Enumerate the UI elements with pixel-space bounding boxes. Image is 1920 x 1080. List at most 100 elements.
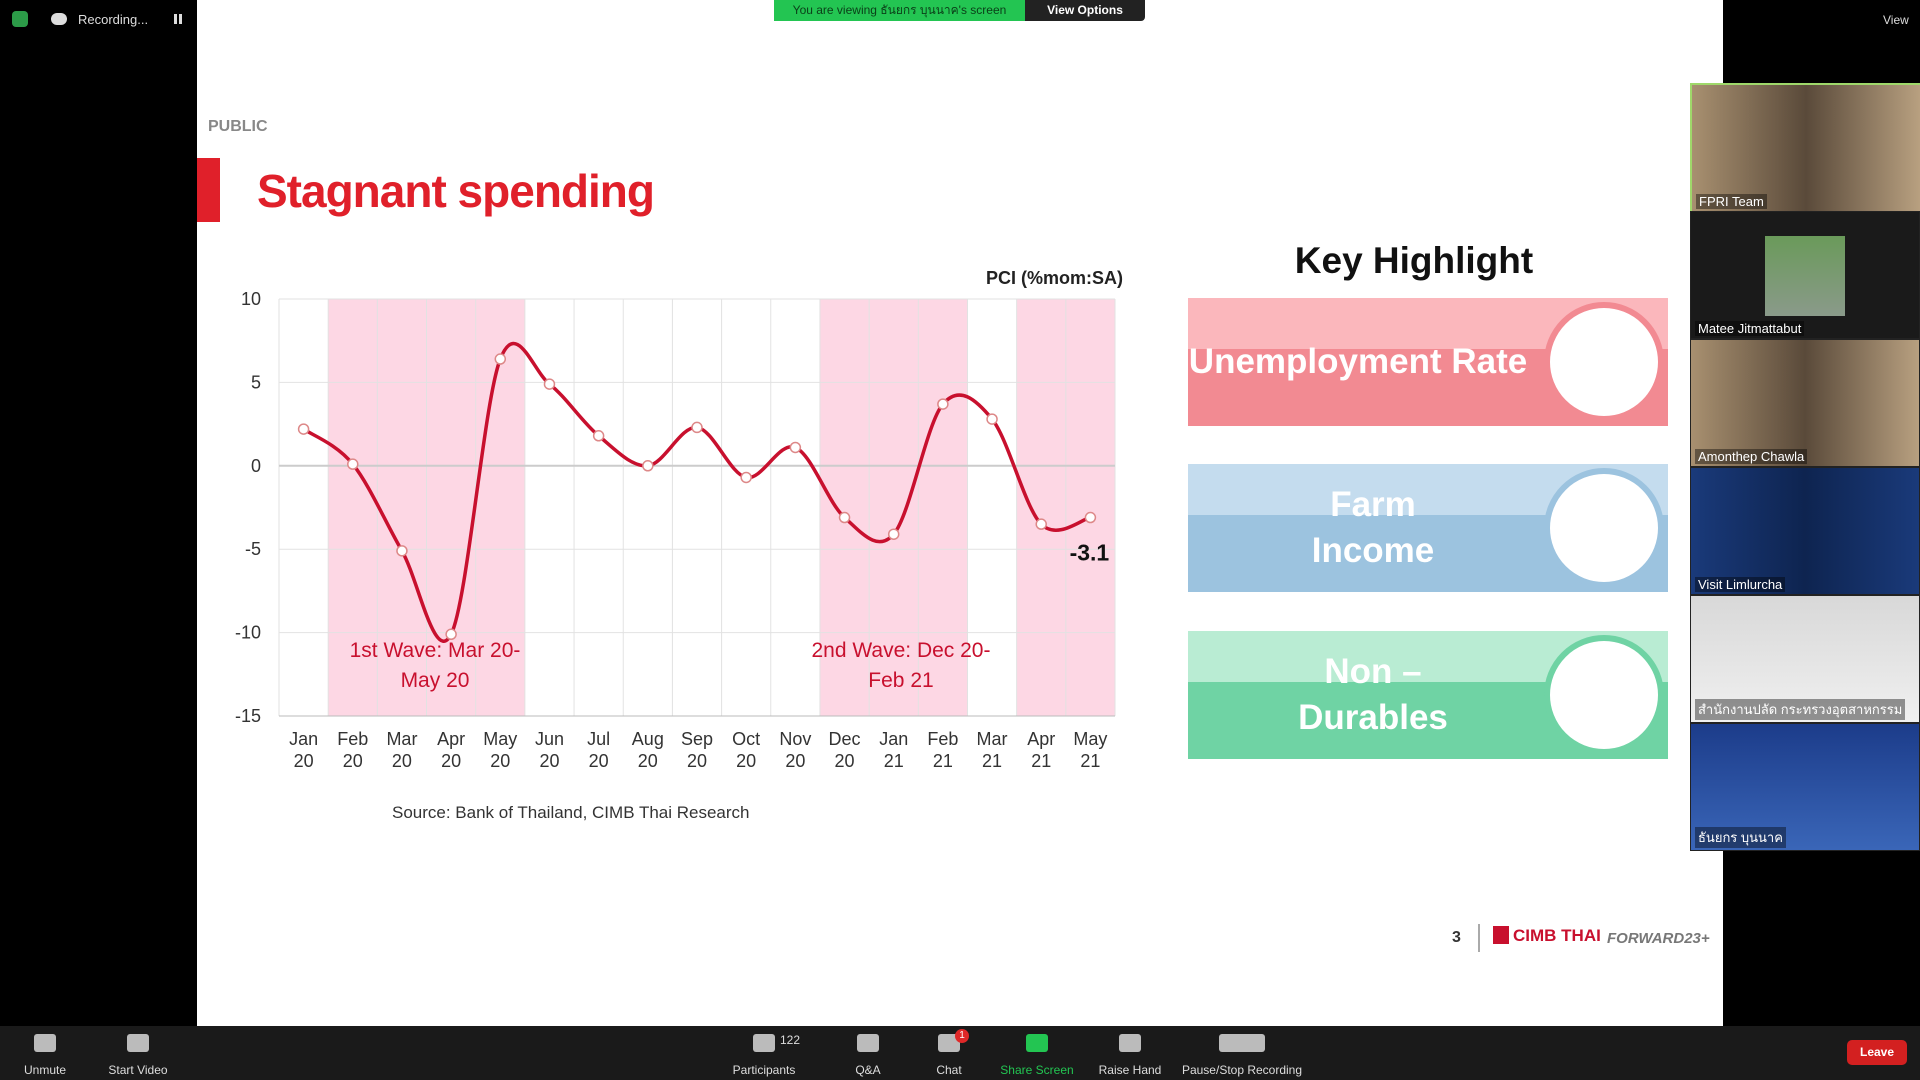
data-point: [1084, 511, 1097, 524]
participants-icon: [753, 1034, 775, 1052]
data-point: [937, 398, 949, 410]
highlight-text: Non – Durables: [1298, 652, 1448, 737]
x-tick-label: Aug 20: [631, 729, 664, 771]
highlight-card: Farm Income: [1188, 464, 1668, 592]
x-tick-label: Nov 20: [779, 729, 812, 771]
recording-status: Recording...: [78, 12, 149, 27]
data-point: [1035, 518, 1047, 530]
x-tick-label: Sep 20: [680, 729, 714, 771]
y-axis-label: PCI (%mom:SA): [985, 268, 1123, 288]
participant-name: FPRI Team: [1696, 194, 1767, 209]
video-tile[interactable]: Visit Limlurcha: [1690, 467, 1920, 595]
toolbar-label: Share Screen: [1000, 1063, 1074, 1077]
participant-name: Matee Jitmattabut: [1695, 321, 1805, 336]
data-point: [445, 628, 457, 641]
data-point: [494, 353, 507, 365]
qa-icon: [857, 1034, 879, 1052]
toolbar-label: Q&A: [855, 1063, 881, 1077]
toolbar-label: Pause/Stop Recording: [1181, 1063, 1303, 1077]
campaign-logo: FORWARD23+: [1607, 930, 1710, 947]
toolbar-label: Start Video: [108, 1063, 168, 1077]
participant-name: Visit Limlurcha: [1695, 577, 1786, 592]
x-tick-label: Feb 21: [927, 729, 959, 771]
highlight-icon: [1544, 302, 1664, 422]
y-tick-label: 0: [251, 456, 261, 476]
data-point: [592, 430, 605, 442]
wave-annotation: 1st Wave: Mar 20-May 20: [349, 639, 521, 692]
view-button[interactable]: View: [1883, 13, 1909, 27]
video-tile[interactable]: Matee Jitmattabut: [1690, 211, 1920, 339]
toolbar-label: Chat: [936, 1063, 962, 1077]
data-point: [543, 378, 556, 390]
pause-button[interactable]: [174, 14, 182, 24]
recording-control-icon: [1219, 1034, 1265, 1052]
viewing-banner: You are viewing ธันยกร บุนนาค's screen: [774, 0, 1025, 21]
x-tick-label: Dec 20: [828, 729, 861, 771]
video-feed: [1765, 236, 1845, 316]
recording-icon: [51, 13, 67, 25]
data-point: [887, 528, 900, 540]
y-tick-label: -15: [235, 706, 261, 726]
participant-count: 122: [780, 1033, 801, 1047]
footer-divider: [1478, 924, 1480, 952]
mic-icon: [34, 1034, 56, 1052]
highlight-icon: [1544, 635, 1664, 755]
x-tick-label: Apr 21: [1027, 729, 1056, 771]
key-highlight-title: Key Highlight: [1294, 240, 1534, 281]
x-tick-label: Feb 20: [337, 729, 369, 771]
leave-button[interactable]: Leave: [1847, 1040, 1907, 1065]
x-tick-label: May 20: [483, 729, 518, 771]
chat-badge: 1: [955, 1029, 969, 1043]
source-note: Source: Bank of Thailand, CIMB Thai Rese…: [392, 803, 750, 822]
wave-annotation: 2nd Wave: Dec 20-Feb 21: [811, 639, 991, 692]
highlight-text: Unemployment Rate: [1188, 342, 1528, 381]
chat-button[interactable]: 1 Chat: [919, 1026, 979, 1080]
hand-icon: [1119, 1034, 1141, 1052]
chat-icon: [938, 1034, 960, 1052]
data-point: [740, 471, 752, 484]
y-tick-label: -10: [235, 623, 261, 643]
x-tick-label: Oct 20: [732, 729, 761, 771]
x-tick-label: Mar 20: [386, 729, 418, 771]
data-point: [986, 413, 998, 425]
video-tile[interactable]: Amonthep Chawla: [1690, 339, 1920, 467]
data-point: [297, 423, 310, 435]
data-point: [347, 458, 359, 470]
page-number: 3: [1452, 929, 1461, 946]
participants-button[interactable]: 122 Participants: [724, 1026, 804, 1080]
highlight-card: Non – Durables: [1188, 631, 1668, 759]
share-icon: [1026, 1034, 1048, 1052]
video-icon: [127, 1034, 149, 1052]
y-tick-label: 5: [251, 372, 261, 392]
video-tile[interactable]: สำนักงานปลัด กระทรวงอุตสาหกรรม: [1690, 595, 1920, 723]
data-point: [396, 545, 408, 557]
view-options[interactable]: View Options: [1025, 0, 1145, 21]
start-video-button[interactable]: Start Video: [98, 1026, 178, 1080]
classification-label: PUBLIC: [208, 118, 268, 135]
video-tile[interactable]: ธันยกร บุนนาค: [1690, 723, 1920, 851]
qa-button[interactable]: Q&A: [838, 1026, 898, 1080]
y-tick-label: 10: [241, 289, 261, 309]
y-tick-label: -5: [245, 539, 261, 559]
security-icon[interactable]: [12, 11, 28, 27]
toolbar-label: Unmute: [23, 1063, 67, 1077]
brand-logo-icon: [1493, 926, 1509, 944]
x-tick-label: Jun 20: [534, 729, 564, 771]
recording-bar: Recording...: [0, 0, 197, 40]
unmute-button[interactable]: Unmute: [15, 1026, 75, 1080]
recording-control-button[interactable]: Pause/Stop Recording: [1177, 1026, 1307, 1080]
video-tile[interactable]: FPRI Team: [1690, 83, 1920, 213]
highlight-text: Farm Income: [1311, 485, 1435, 570]
share-screen-button[interactable]: Share Screen: [992, 1026, 1082, 1080]
highlight-card: Unemployment Rate: [1188, 298, 1668, 426]
wave-shading: [819, 299, 968, 716]
x-tick-label: Jan 21: [879, 729, 909, 771]
raise-hand-button[interactable]: Raise Hand: [1090, 1026, 1170, 1080]
x-tick-label: Apr 20: [437, 729, 466, 771]
data-point: [789, 441, 802, 454]
participant-name: สำนักงานปลัด กระทรวงอุตสาหกรรม: [1695, 699, 1906, 720]
slide-title: Stagnant spending: [257, 165, 655, 217]
x-tick-label: Mar 21: [976, 729, 1008, 771]
